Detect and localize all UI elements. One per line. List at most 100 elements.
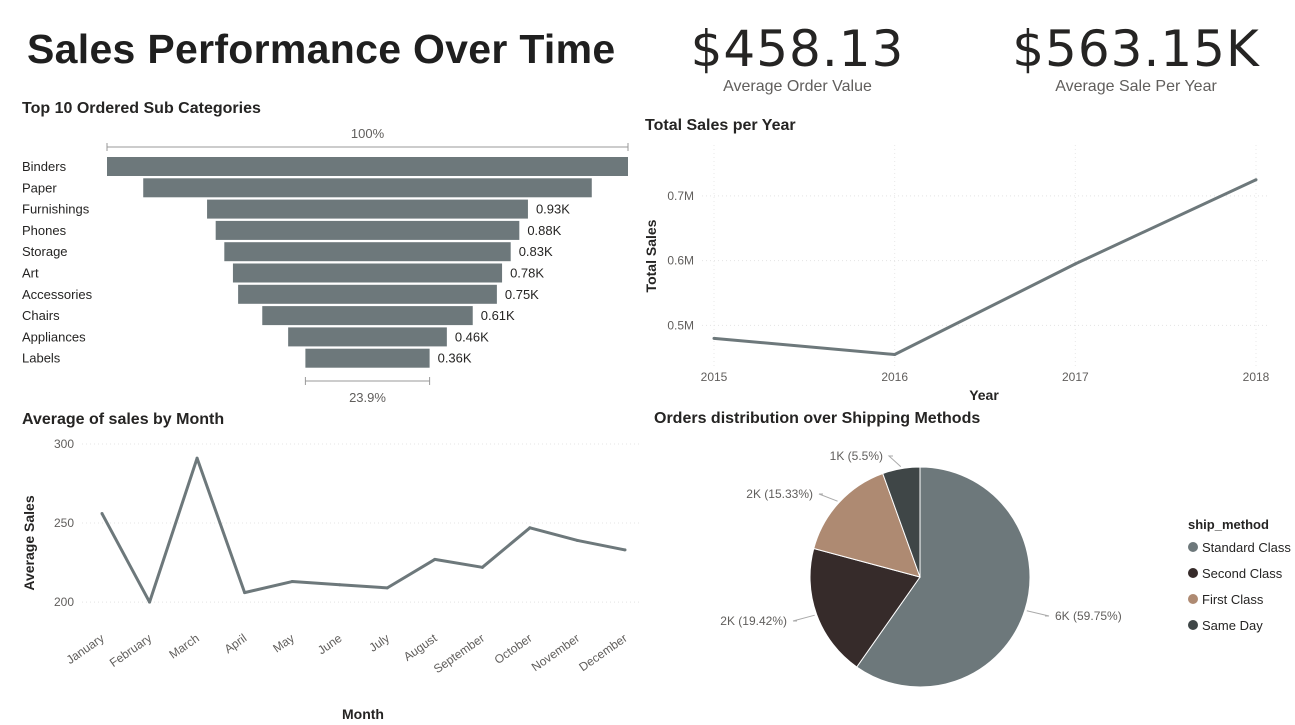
legend-marker [1188, 620, 1198, 630]
funnel-bar [207, 199, 528, 219]
funnel-chart-title: Top 10 Ordered Sub Categories [22, 100, 261, 117]
legend-item[interactable]: Same Day [1188, 612, 1291, 638]
funnel-category-label: Binders [22, 159, 67, 174]
x-axis-title: Year [969, 387, 999, 403]
legend-title: ship_method [1188, 517, 1269, 532]
x-tick-label: 2017 [1062, 370, 1089, 384]
funnel-category-label: Storage [22, 244, 68, 259]
legend-item[interactable]: First Class [1188, 586, 1291, 612]
x-tick-label: October [492, 631, 535, 667]
y-axis-title: Average Sales [21, 495, 37, 590]
kpi-average-order-value[interactable]: $458.13 Average Order Value [680, 20, 915, 96]
y-tick-label: 200 [54, 595, 74, 609]
page-title: Sales Performance Over Time [27, 26, 616, 72]
pie-leader-line [792, 614, 815, 622]
legend-marker [1188, 542, 1198, 552]
data-point [385, 586, 389, 590]
x-tick-label: May [270, 631, 297, 655]
year-line-chart[interactable]: 0.5M 0.6M 0.7M 2015 2016 2017 2018 Year Total Sa… [640, 140, 1295, 410]
x-tick-label: July [366, 631, 392, 655]
funnel-bar [288, 327, 447, 347]
data-point [1073, 262, 1077, 266]
data-point [100, 512, 104, 516]
pie-chart-title: Orders distribution over Shipping Method… [654, 410, 981, 427]
funnel-category-label: Phones [22, 223, 67, 238]
funnel-data-label: 0.46K [455, 329, 489, 344]
x-axis-title: Month [342, 706, 384, 722]
funnel-bottom-label: 23.9% [349, 390, 386, 405]
funnel-bar [107, 157, 628, 176]
funnel-data-label: 0.83K [519, 244, 553, 259]
data-point [528, 526, 532, 530]
legend-label: First Class [1202, 591, 1264, 607]
x-tick-label: April [222, 631, 250, 656]
x-tick-label: June [315, 631, 345, 658]
funnel-category-label: Appliances [22, 329, 86, 344]
data-point [575, 538, 579, 542]
pie-slice [882, 466, 921, 578]
funnel-data-label: 0.75K [505, 287, 539, 302]
pie-data-label: 2K (19.42%) [720, 614, 787, 628]
legend-label: Standard Class [1202, 539, 1291, 555]
funnel-bar [224, 242, 511, 262]
y-tick-label: 0.7M [667, 189, 694, 203]
data-point [195, 456, 199, 460]
y-tick-label: 300 [54, 437, 74, 451]
funnel-category-label: Labels [22, 351, 61, 366]
kpi-average-sale-per-year[interactable]: $563.15K Average Sale Per Year [1000, 20, 1272, 96]
pie-leader-line [887, 455, 902, 468]
funnel-bar [143, 178, 592, 198]
data-point [290, 580, 294, 584]
funnel-data-label: 0.93K [536, 202, 570, 217]
month-line-chart[interactable]: 200 250 300 January February March April May Jun… [0, 430, 660, 725]
pie-chart[interactable]: 6K (59.75%) 2K (19.42%) 2K (15.33%) 1K (5.5… [640, 430, 1160, 725]
data-point [243, 591, 247, 595]
funnel-data-label: 0.78K [510, 266, 544, 281]
pie-slice [856, 466, 1031, 688]
x-tick-label: 2016 [881, 370, 908, 384]
x-tick-label: December [576, 631, 629, 674]
pie-legend: ship_method Standard Class Second Class Fi… [1188, 517, 1291, 638]
series-line [100, 456, 626, 604]
funnel-data-label: 0.36K [438, 351, 472, 366]
pie-leader-line [818, 493, 838, 502]
data-point [148, 600, 152, 604]
x-tick-label: March [166, 631, 201, 662]
pie-data-label: 6K (59.75%) [1055, 609, 1122, 623]
y-tick-label: 250 [54, 516, 74, 530]
pie-data-label: 2K (15.33%) [746, 487, 813, 501]
kpi-value: $458.13 [690, 20, 905, 78]
x-tick-label: February [107, 631, 154, 670]
funnel-category-label: Accessories [22, 287, 93, 302]
legend-marker [1188, 568, 1198, 578]
y-tick-label: 0.5M [667, 318, 694, 332]
data-point [480, 565, 484, 569]
funnel-category-label: Paper [22, 180, 57, 195]
funnel-bar [215, 220, 520, 240]
funnel-bar [238, 284, 497, 304]
funnel-bar [232, 263, 503, 283]
x-tick-label: September [431, 631, 487, 676]
pie-slice [813, 472, 921, 578]
data-point [433, 557, 437, 561]
year-chart-title: Total Sales per Year [645, 117, 796, 134]
x-tick-label: 2015 [701, 370, 728, 384]
funnel-category-label: Furnishings [22, 202, 90, 217]
funnel-data-label: 0.61K [481, 308, 515, 323]
x-tick-label: January [64, 631, 107, 667]
data-point [1254, 178, 1258, 182]
month-chart-title: Average of sales by Month [22, 411, 225, 428]
legend-label: Second Class [1202, 565, 1283, 581]
legend-label: Same Day [1202, 617, 1263, 633]
x-tick-label: August [401, 631, 440, 664]
legend-item[interactable]: Second Class [1188, 560, 1291, 586]
series-line [713, 178, 1257, 357]
funnel-chart[interactable]: 100% Binders Paper Furnishings 0.93K Phones 0.… [0, 118, 640, 408]
pie-data-label: 1K (5.5%) [830, 449, 883, 463]
legend-item[interactable]: Standard Class [1188, 534, 1291, 560]
data-point [893, 353, 897, 357]
funnel-category-label: Chairs [22, 308, 60, 323]
x-tick-label: November [529, 631, 582, 674]
kpi-label: Average Order Value [723, 78, 872, 95]
data-point [712, 336, 716, 340]
